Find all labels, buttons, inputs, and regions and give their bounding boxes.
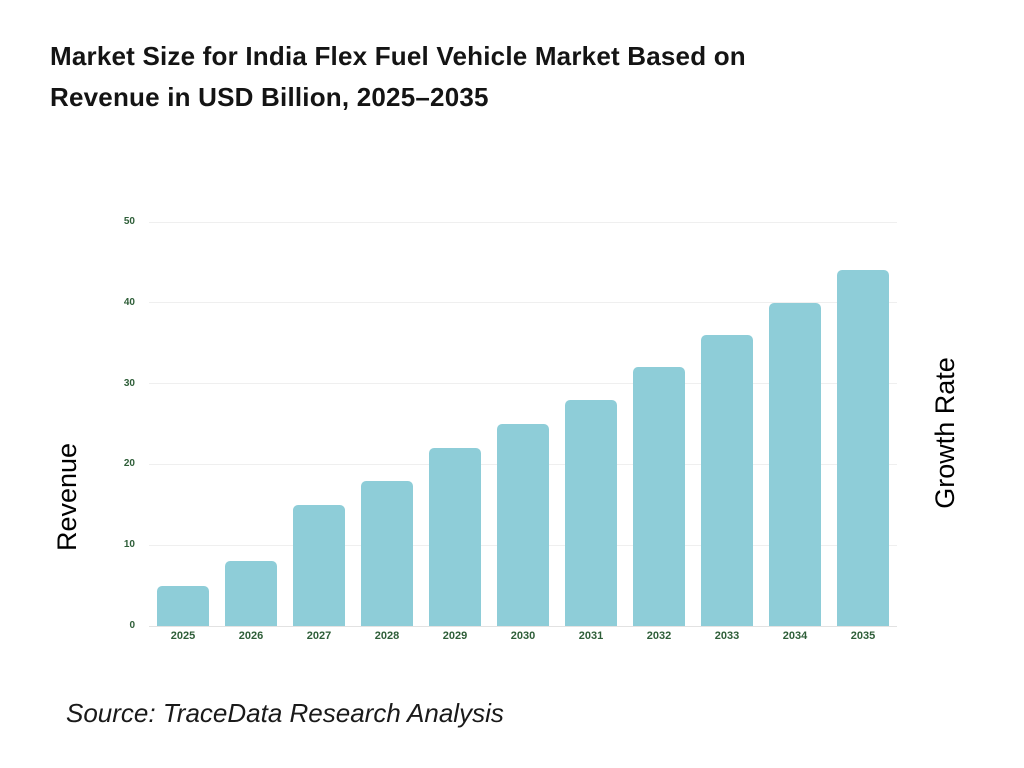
chart-title-line-2: Revenue in USD Billion, 2025–2035 [50,82,489,112]
bar-2032 [633,367,685,626]
x-axis-label-2031: 2031 [578,630,604,642]
y-axis-tick-0: 0 [129,620,135,631]
x-axis-label-2025: 2025 [170,630,196,642]
x-axis-label-2034: 2034 [782,630,808,642]
gridline-50 [149,221,897,223]
x-axis-label-2032: 2032 [646,630,672,642]
y-axis-tick-50: 50 [123,216,135,227]
x-axis-label-2026: 2026 [238,630,264,642]
y-axis-tick-labels: 0 10 20 30 40 50 [95,216,142,631]
bar-series [149,222,897,626]
x-axis-label-2027: 2027 [306,630,332,642]
bar-2026 [225,561,277,626]
x-axis-tick-labels: 2025 2026 2027 2028 2029 2030 2031 2032 2033 2034… [149,630,897,642]
y-axis-title-right: Growth Rate [930,357,960,509]
bar-slot-2026 [217,222,285,626]
plot-area [149,221,897,627]
bar-slot-2029 [421,222,489,626]
y-axis-tick-10: 10 [123,539,135,551]
bar-slot-2034 [761,222,829,626]
x-axis-label-2029: 2029 [442,630,468,642]
y-axis-tick-40: 40 [123,296,135,308]
x-axis-label-2030: 2030 [510,630,536,642]
x-axis-label-2033: 2033 [714,630,740,642]
bar-slot-2027 [285,222,353,626]
bar-2034 [769,302,821,626]
bar-2028 [361,480,413,626]
bar-2035 [837,270,889,626]
bar-slot-2030 [489,222,557,626]
bar-2027 [293,504,345,626]
bar-2025 [157,585,209,626]
gridline-30 [149,383,897,385]
bar-2031 [565,399,617,626]
bar-slot-2028 [353,222,421,626]
bar-slot-2033 [693,222,761,626]
y-axis-tick-20: 20 [123,458,135,470]
y-axis-title-left: Revenue [52,442,82,552]
bar-2030 [497,424,549,626]
gridline-0 [149,625,897,627]
bar-2033 [701,335,753,626]
bar-slot-2032 [625,222,693,626]
source-caption: Source: TraceData Research Analysis [66,698,504,728]
bar-slot-2035 [829,222,897,626]
x-axis-label-2028: 2028 [374,630,400,642]
chart-title: Market Size for India Flex Fuel Vehicle … [50,36,880,118]
y-axis-tick-30: 30 [123,377,135,389]
gridline-40 [149,302,897,304]
chart-title-line-1: Market Size for India Flex Fuel Vehicle … [50,41,746,71]
x-axis-label-2035: 2035 [850,630,876,642]
bar-slot-2025 [149,222,217,626]
bar-2029 [429,448,481,626]
bar-slot-2031 [557,222,625,626]
